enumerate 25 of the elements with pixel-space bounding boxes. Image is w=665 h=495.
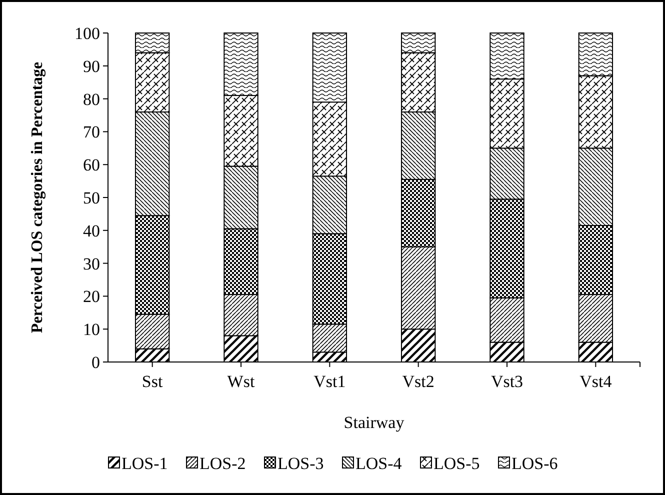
legend-label: LOS-3 <box>278 454 324 473</box>
x-tick-label: Vst2 <box>402 372 434 391</box>
legend-label: LOS-6 <box>512 454 558 473</box>
y-tick-label: 40 <box>83 221 100 240</box>
x-axis-title: Stairway <box>344 413 405 432</box>
legend-label: LOS-1 <box>122 454 168 473</box>
y-tick-label: 20 <box>83 287 100 306</box>
y-tick-label: 70 <box>83 122 100 142</box>
x-tick-label: Sst <box>142 372 164 391</box>
y-tick-label: 30 <box>83 254 100 274</box>
y-tick-label: 50 <box>83 188 100 208</box>
y-tick-label: 90 <box>83 56 100 76</box>
y-axis-title: Perceived LOS categories in Percentage <box>29 62 46 334</box>
y-tick-label: 100 <box>74 24 100 43</box>
y-tick-label: 0 <box>92 352 100 372</box>
x-tick-label: Vst4 <box>580 372 612 391</box>
legend-label: LOS-4 <box>356 454 402 473</box>
y-tick-label: 10 <box>83 320 100 340</box>
legend-label: LOS-2 <box>200 454 246 473</box>
x-tick-label: Wst <box>227 372 255 391</box>
x-tick-label: Vst3 <box>490 372 524 391</box>
legend-label: LOS-5 <box>434 454 480 473</box>
y-tick-label: 80 <box>83 90 100 109</box>
x-tick-label: Vst1 <box>314 372 346 391</box>
y-tick-label: 60 <box>83 156 100 175</box>
